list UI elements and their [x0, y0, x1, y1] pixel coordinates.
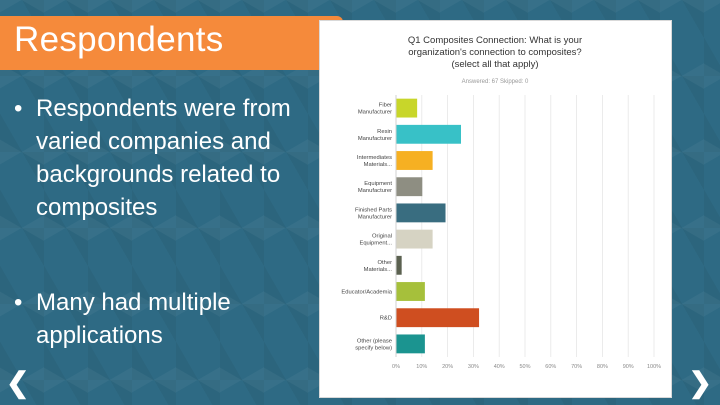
- previous-slide-button[interactable]: ❮: [6, 367, 30, 398]
- x-tick-label: 20%: [442, 364, 453, 370]
- category-label: Intermediates Materials...: [357, 155, 393, 168]
- bullet-item: • Respondents were from varied companies…: [14, 92, 314, 224]
- x-tick-label: 70%: [571, 364, 582, 370]
- bar: [396, 308, 480, 328]
- bar: [396, 334, 425, 354]
- bar: [396, 124, 461, 144]
- bar: [396, 282, 425, 301]
- bullet-text: Many had multiple applications: [36, 289, 231, 349]
- x-tick-label: 90%: [623, 364, 634, 370]
- category-label: Educator/Academia: [341, 290, 392, 296]
- category-label: R&D: [380, 316, 392, 322]
- category-label: Other (please specify below): [355, 338, 392, 351]
- next-slide-button[interactable]: ❯: [688, 367, 712, 398]
- category-label: Equipment Manufacturer: [358, 181, 393, 194]
- title-bar: [0, 16, 343, 70]
- x-tick-label: 0%: [392, 364, 400, 370]
- category-label: Fiber Manufacturer: [358, 103, 392, 116]
- category-label: Resin Manufacturer: [358, 129, 392, 142]
- x-tick-label: 60%: [545, 364, 556, 370]
- chart-title: Q1 Composites Connection: What is your or…: [408, 35, 582, 70]
- category-label: Finished Parts Manufacturer: [355, 207, 392, 220]
- bullet-text: Respondents were from varied companies a…: [36, 95, 291, 221]
- bar: [396, 177, 423, 197]
- x-tick-label: 40%: [494, 364, 505, 370]
- bar: [396, 203, 446, 223]
- bullet-marker: •: [14, 289, 23, 316]
- category-label: Original Equipment...: [359, 234, 392, 247]
- x-tick-label: 30%: [468, 364, 479, 370]
- bar-chart: Q1 Composites Connection: What is your or…: [341, 35, 661, 370]
- bullet-marker: •: [14, 95, 23, 122]
- x-tick-label: 100%: [647, 364, 661, 370]
- bullet-list-2: • Many had multiple applications: [14, 286, 314, 352]
- category-label: Other Materials...: [364, 260, 393, 273]
- x-tick-label: 80%: [597, 364, 608, 370]
- bullet-item: • Many had multiple applications: [14, 286, 314, 352]
- chart-subtitle: Answered: 67 Skipped: 0: [462, 79, 529, 85]
- bar: [396, 229, 433, 249]
- chart-panel: Q1 Composites Connection: What is your or…: [319, 20, 672, 398]
- bar: [396, 98, 418, 118]
- x-tick-label: 50%: [519, 364, 530, 370]
- bar: [396, 255, 402, 275]
- slide-title: Respondents: [14, 20, 224, 59]
- bar: [396, 151, 433, 170]
- bullet-list-1: • Respondents were from varied companies…: [14, 92, 314, 224]
- x-tick-label: 10%: [416, 364, 427, 370]
